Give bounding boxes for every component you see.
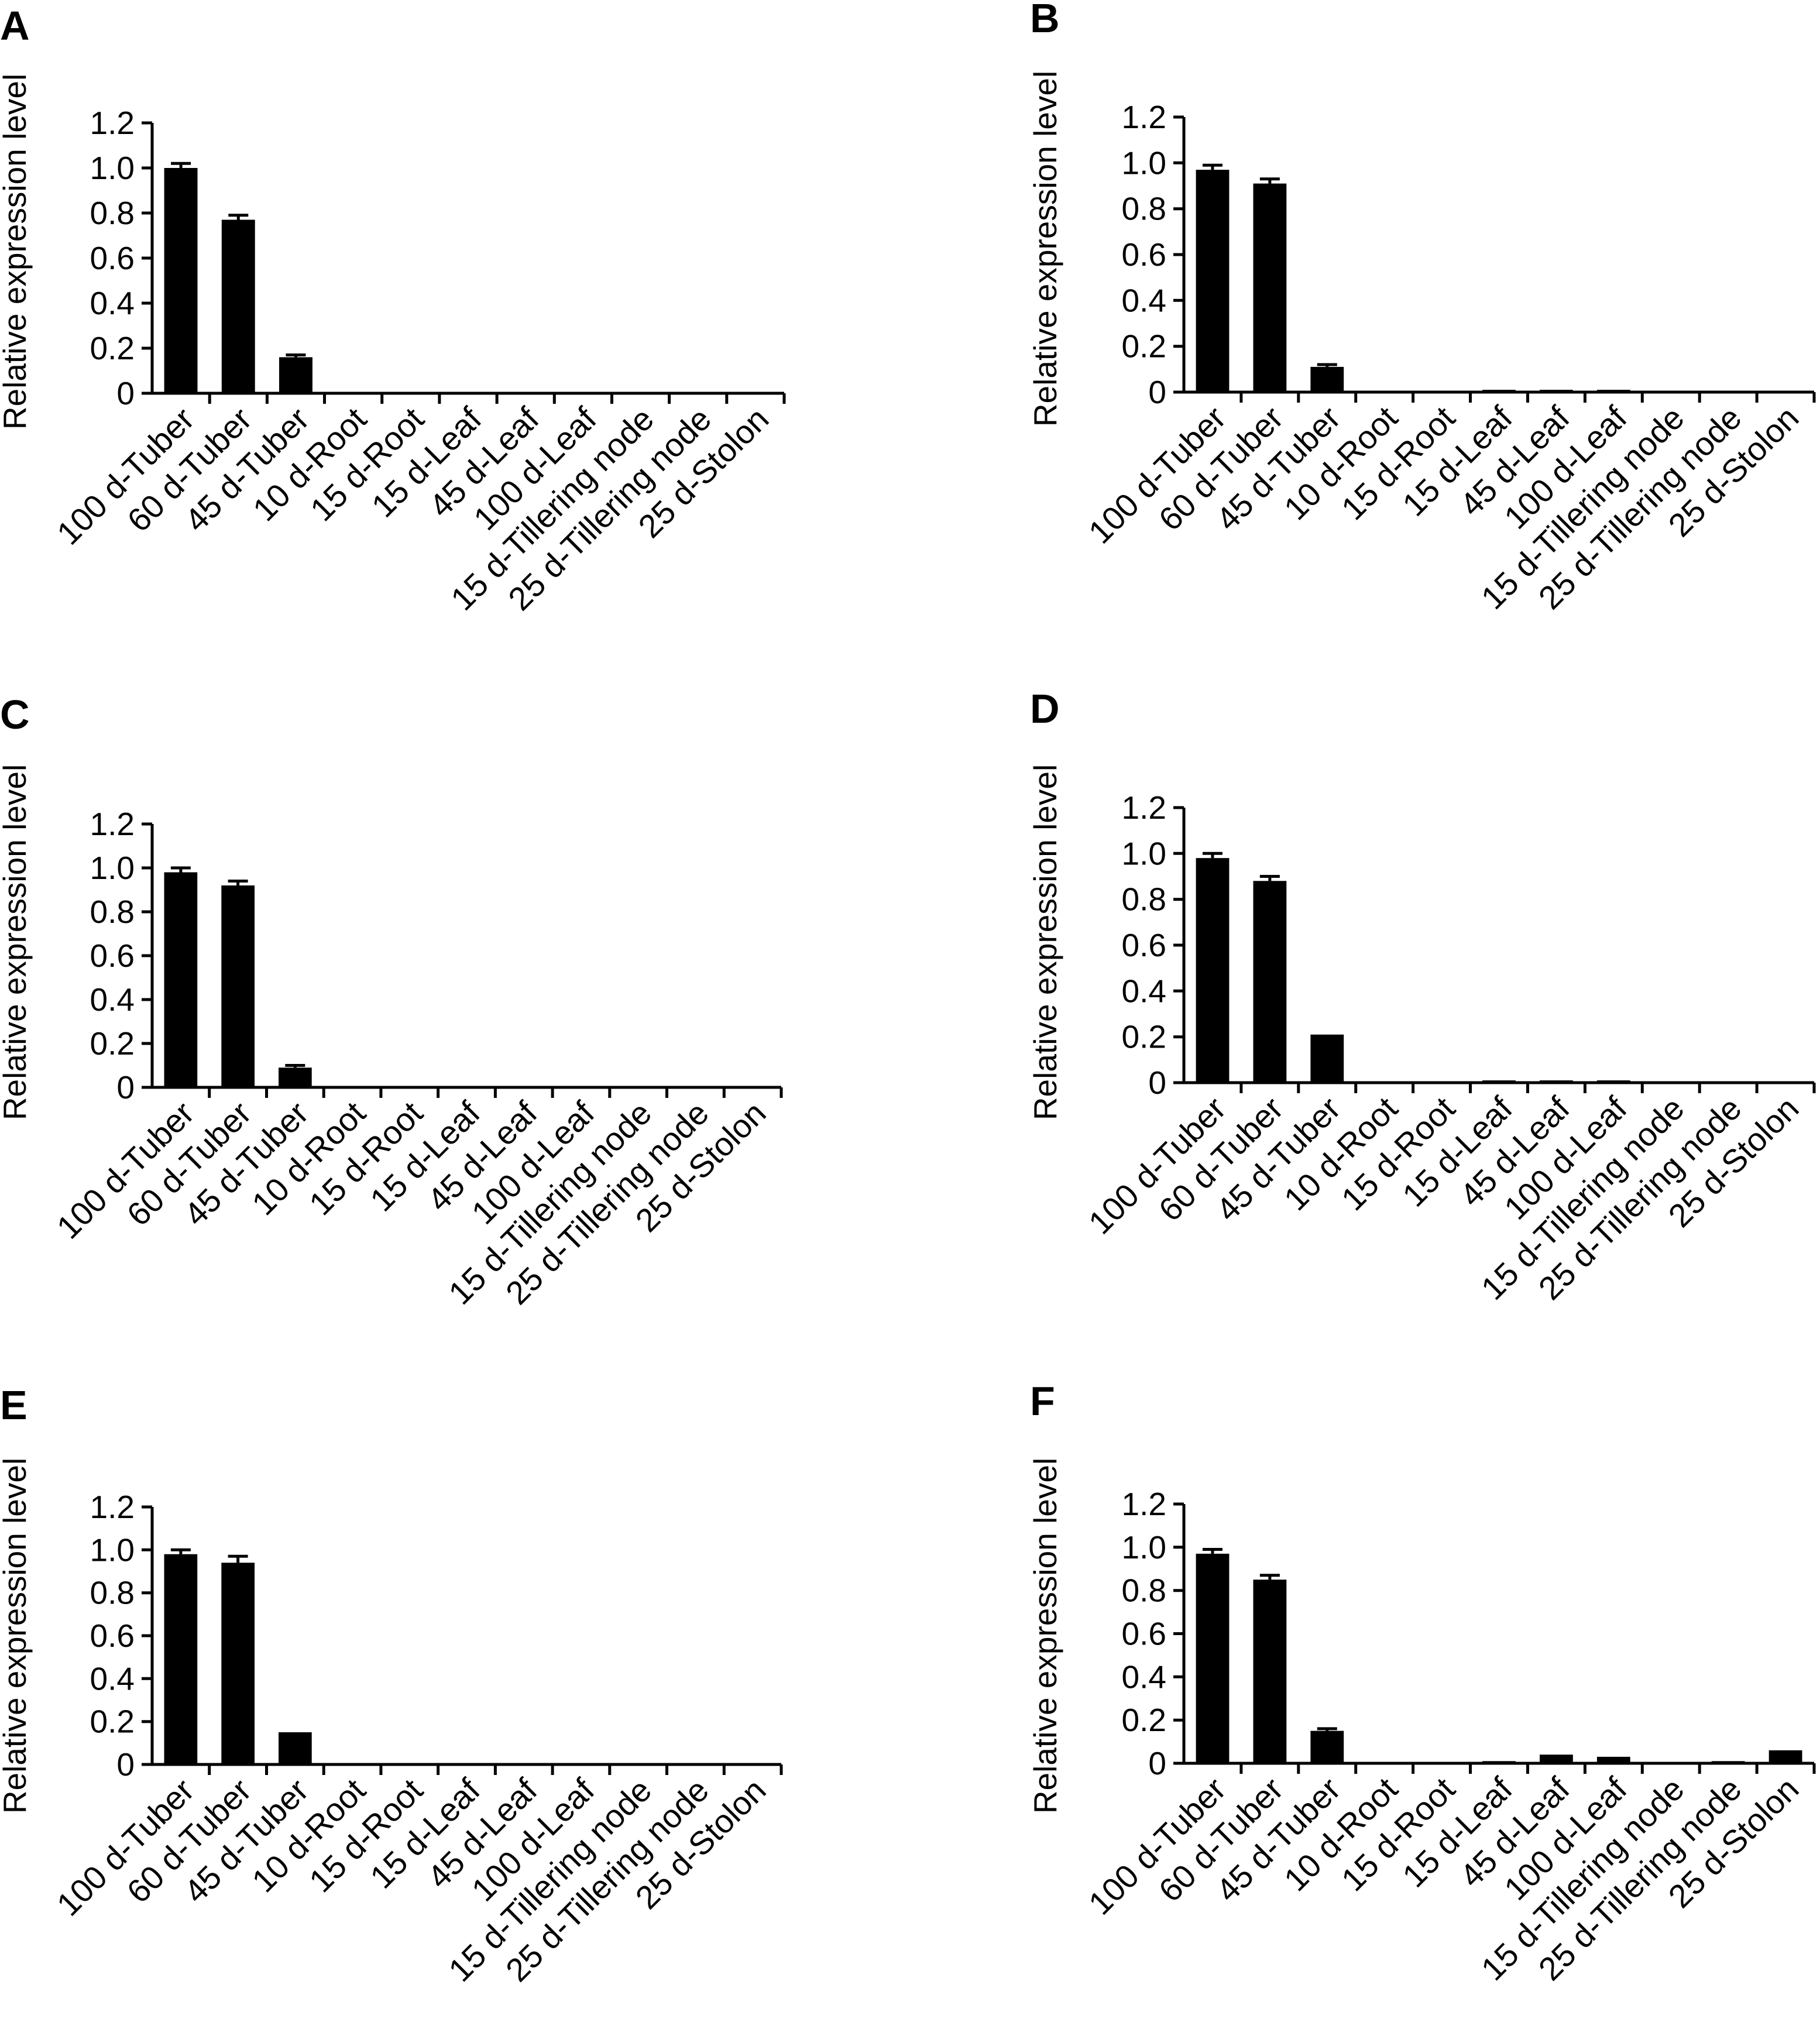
- panel-e-y-tick-label: 0: [116, 1746, 135, 1783]
- panel-c-bar: [279, 1067, 312, 1088]
- panel-a-y-tick-label: 1.2: [90, 105, 135, 141]
- panel-d-y-tick-label: 0: [1148, 1065, 1166, 1101]
- panel-a-y-tick-label: 0.6: [90, 240, 135, 276]
- panel-f-y-tick-label: 0.6: [1122, 1616, 1166, 1652]
- panel-d-y-tick-label: 1.2: [1122, 789, 1166, 826]
- panel-b-bar: [1196, 170, 1230, 392]
- panel-c-letter: C: [0, 692, 30, 737]
- panel-a-bar: [279, 357, 313, 393]
- panel-c-bars: [164, 866, 312, 1088]
- panel-e-y-tick-label: 0.6: [90, 1618, 135, 1654]
- panel-d-y-tick-label: 1.0: [1122, 835, 1166, 871]
- panel-b-y-tick-label: 1.2: [1122, 99, 1166, 135]
- panel-e-letter: E: [0, 1382, 28, 1428]
- panel-c-y-tick-label: 0.6: [90, 938, 135, 974]
- panel-f-y-axis-title: Relative expression level: [1027, 1458, 1063, 1814]
- panel-b-bar: [1310, 366, 1344, 392]
- panel-f-y-tick-label: 1.2: [1122, 1486, 1166, 1522]
- panel-b-y-tick-label: 0.8: [1122, 191, 1166, 227]
- panel-f-y-tick-label: 0.4: [1122, 1659, 1166, 1695]
- panel-a-y-axis-title: Relative expression level: [0, 74, 33, 430]
- panel-d-letter: D: [1030, 686, 1060, 732]
- panel-d-y-tick-label: 0.4: [1122, 973, 1166, 1009]
- panel-e-y-tick-label: 0.2: [90, 1704, 135, 1740]
- panel-b-y-tick-label: 0: [1148, 374, 1166, 410]
- panel-a-bar: [164, 168, 198, 393]
- panel-e-y-tick-label: 1.0: [90, 1532, 135, 1568]
- panel-d-bar: [1196, 858, 1230, 1083]
- panel-c-y-tick-label: 0.4: [90, 981, 135, 1018]
- panel-c-y-tick-label: 0.2: [90, 1025, 135, 1062]
- panel-e-bar: [164, 1554, 198, 1764]
- panel-c-bar: [221, 885, 255, 1087]
- panel-a-bars: [164, 162, 313, 393]
- panel-f-y-tick-label: 0.8: [1122, 1573, 1166, 1609]
- panel-d-bars: [1196, 852, 1630, 1083]
- panel-b-y-tick-label: 0.2: [1122, 328, 1166, 365]
- panel-f-y-tick-label: 0.2: [1122, 1702, 1166, 1738]
- panel-f-bar: [1253, 1580, 1287, 1763]
- panel-d-y-axis-title: Relative expression level: [1027, 764, 1063, 1120]
- panel-e-bar: [221, 1563, 255, 1764]
- panel-a-bar: [221, 219, 255, 393]
- panel-e-y-tick-label: 1.2: [90, 1489, 135, 1525]
- panel-a-y-tick-label: 0.8: [90, 195, 135, 231]
- panel-a-letter: A: [0, 3, 30, 49]
- panel-e-bar: [279, 1732, 312, 1764]
- panel-b-y-tick-label: 1.0: [1122, 145, 1166, 181]
- panel-e-y-tick-label: 0.8: [90, 1575, 135, 1611]
- panel-d-y-tick-label: 0.8: [1122, 881, 1166, 918]
- panel-a-y-tick-label: 0.2: [90, 330, 135, 366]
- panel-e-y-tick-label: 0.4: [90, 1660, 135, 1697]
- panel-f-bar: [1196, 1553, 1230, 1763]
- panel-f-y-tick-label: 0: [1148, 1745, 1166, 1781]
- panel-c-y-axis-title: Relative expression level: [0, 764, 33, 1120]
- panel-a-y-tick-label: 1.0: [90, 150, 135, 186]
- panel-e-y-axis-title: Relative expression level: [0, 1458, 33, 1814]
- panel-d-y-tick-label: 0.2: [1122, 1019, 1166, 1055]
- panel-c-bar: [164, 872, 198, 1087]
- panel-c-y-tick-label: 1.0: [90, 850, 135, 886]
- panel-d-y-tick-label: 0.6: [1122, 927, 1166, 963]
- panel-f-letter: F: [1030, 1378, 1055, 1424]
- panel-a-y-tick-label: 0: [116, 375, 135, 411]
- panel-b-bars: [1196, 163, 1630, 392]
- panel-e-bars: [164, 1548, 312, 1764]
- panel-b-y-tick-label: 0.4: [1122, 282, 1166, 318]
- panel-b-letter: B: [1030, 0, 1060, 41]
- panel-b-bar: [1253, 183, 1287, 392]
- panel-f-y-tick-label: 1.0: [1122, 1529, 1166, 1565]
- panel-c-y-tick-label: 1.2: [90, 806, 135, 842]
- panel-f-bar: [1769, 1750, 1802, 1763]
- panel-d-bar: [1253, 881, 1287, 1083]
- panel-a-y-tick-label: 0.4: [90, 285, 135, 321]
- panel-b-y-tick-label: 0.6: [1122, 236, 1166, 273]
- panel-f-bar: [1540, 1755, 1573, 1763]
- panel-c-y-tick-label: 0.8: [90, 894, 135, 930]
- panel-f-bars: [1196, 1548, 1802, 1763]
- panel-d-bar: [1310, 1034, 1344, 1083]
- panel-f-bar: [1310, 1731, 1344, 1763]
- panel-f-bar: [1596, 1756, 1630, 1763]
- panel-c-y-tick-label: 0: [116, 1069, 135, 1105]
- panel-b-y-axis-title: Relative expression level: [1027, 71, 1063, 427]
